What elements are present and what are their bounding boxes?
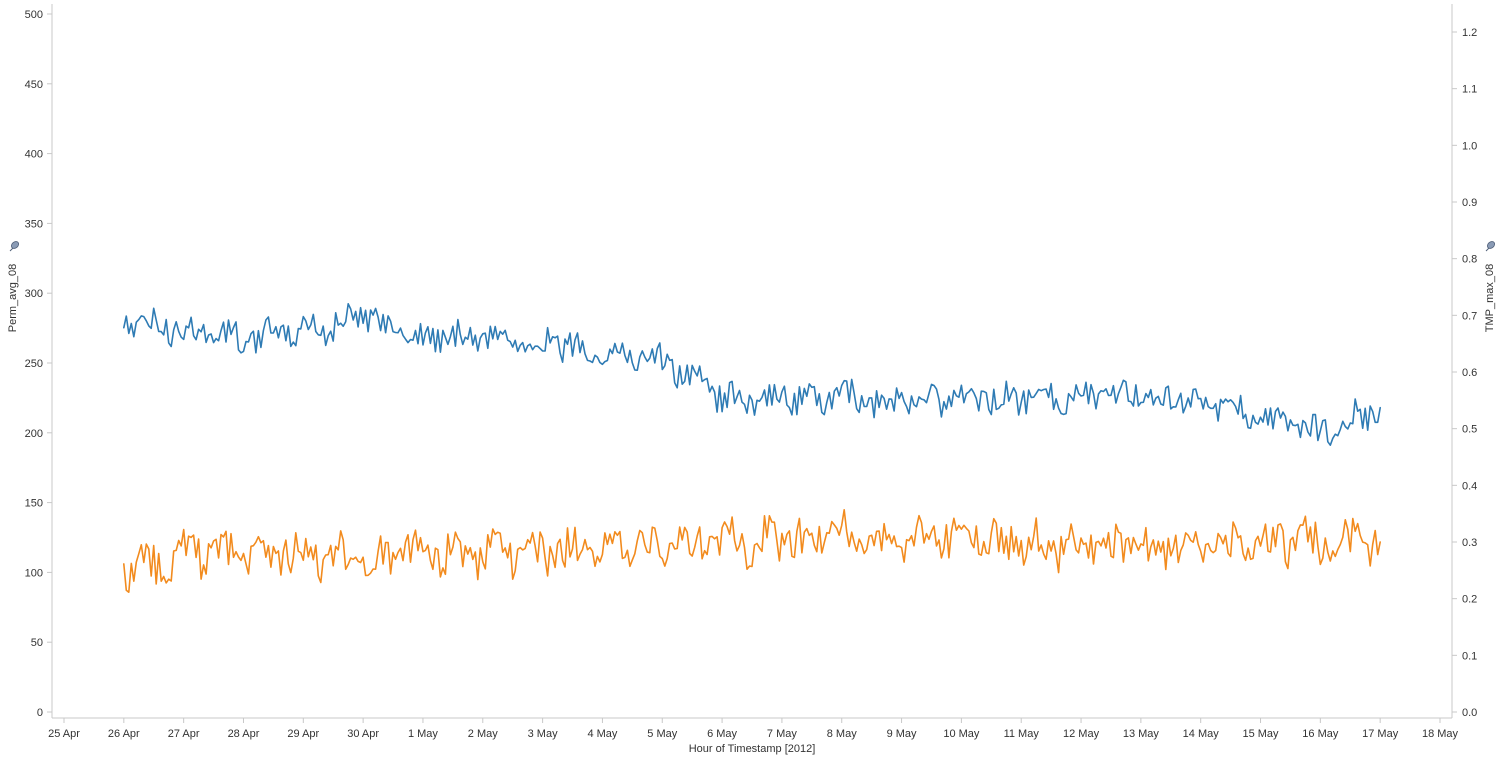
left-tick-label: 0 (37, 707, 43, 719)
left-tick-label: 200 (25, 428, 43, 440)
series-line-perm-avg-08 (123, 303, 1381, 446)
right-tick-label: 0.2 (1462, 594, 1477, 606)
x-tick-label: 6 May (707, 728, 737, 740)
x-tick-label: 30 Apr (347, 728, 379, 740)
x-tick-label: 4 May (587, 728, 617, 740)
right-tick-label: 0.6 (1462, 367, 1477, 379)
x-tick-label: 16 May (1302, 728, 1339, 740)
right-y-axis: 0.0 0.1 0.2 0.3 0.4 0.5 0.6 0.7 0.8 0.9 1.0 1.1 1.2 (1451, 4, 1477, 719)
series-line-tmp-max-08 (123, 509, 1381, 593)
right-axis-title: TMP_max_08 (1484, 264, 1496, 332)
left-tick-label: 150 (25, 498, 43, 510)
x-tick-label: 27 Apr (168, 728, 200, 740)
left-tick-label: 400 (25, 149, 43, 161)
x-tick-label: 8 May (827, 728, 857, 740)
right-axis-pin-icon[interactable] (1485, 240, 1496, 252)
left-tick-label: 300 (25, 288, 43, 300)
left-tick-label: 350 (25, 218, 43, 230)
x-tick-label: 29 Apr (287, 728, 319, 740)
right-tick-label: 1.1 (1462, 84, 1477, 96)
x-tick-label: 28 Apr (228, 728, 260, 740)
x-axis: 25 Apr 26 Apr 27 Apr 28 Apr 29 Apr 30 Apr 1 Ma… (48, 717, 1459, 740)
left-axis-title: Perm_avg_08 (7, 264, 19, 333)
x-tick-label: 17 May (1362, 728, 1399, 740)
x-tick-label: 13 May (1123, 728, 1160, 740)
x-tick-label: 10 May (943, 728, 980, 740)
right-tick-label: 0.9 (1462, 197, 1477, 209)
left-tick-label: 100 (25, 567, 43, 579)
series-layer (123, 303, 1381, 593)
left-tick-label: 450 (25, 79, 43, 91)
x-tick-label: 9 May (887, 728, 917, 740)
x-tick-label: 15 May (1242, 728, 1279, 740)
left-tick-label: 500 (25, 9, 43, 21)
left-tick-label: 50 (31, 637, 43, 649)
right-tick-label: 0.7 (1462, 310, 1477, 322)
right-tick-label: 0.3 (1462, 537, 1477, 549)
x-tick-label: 7 May (767, 728, 797, 740)
right-tick-label: 0.8 (1462, 254, 1477, 266)
left-axis-pin-icon[interactable] (9, 240, 20, 252)
x-tick-label: 18 May (1422, 728, 1459, 740)
x-tick-label: 5 May (647, 728, 677, 740)
x-tick-label: 26 Apr (108, 728, 140, 740)
x-tick-label: 25 Apr (48, 728, 80, 740)
left-tick-label: 250 (25, 358, 43, 370)
left-y-axis: 0 50 100 150 200 250 300 350 400 450 500 (25, 4, 53, 719)
x-tick-label: 12 May (1063, 728, 1100, 740)
x-tick-label: 1 May (408, 728, 438, 740)
right-tick-label: 0.4 (1462, 480, 1477, 492)
right-tick-label: 0.0 (1462, 707, 1477, 719)
right-tick-label: 0.5 (1462, 424, 1477, 436)
x-axis-title: Hour of Timestamp [2012] (689, 743, 816, 755)
right-tick-label: 1.0 (1462, 140, 1477, 152)
right-tick-label: 0.1 (1462, 650, 1477, 662)
right-tick-label: 1.2 (1462, 27, 1477, 39)
x-tick-label: 14 May (1183, 728, 1220, 740)
x-tick-label: 2 May (468, 728, 498, 740)
x-tick-label: 3 May (528, 728, 558, 740)
x-tick-label: 11 May (1004, 728, 1040, 740)
